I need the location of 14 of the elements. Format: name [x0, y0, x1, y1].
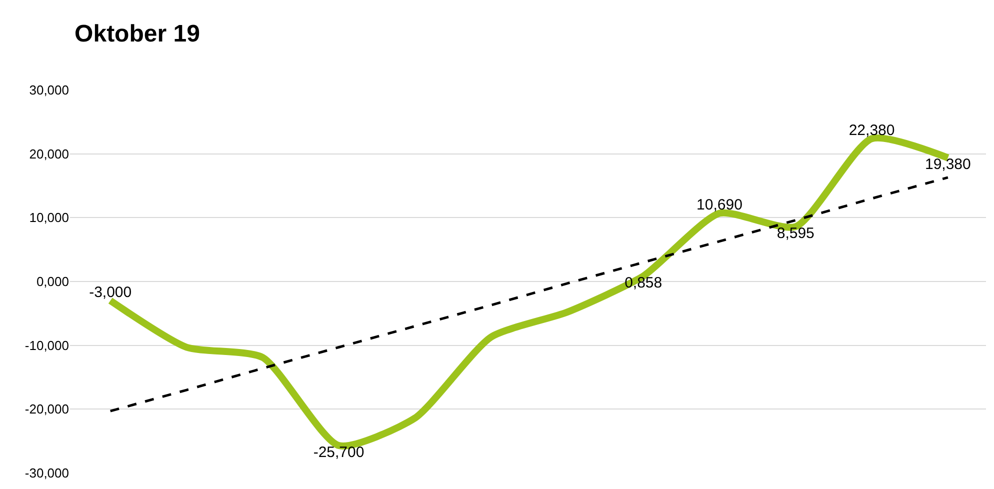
y-tick-label: -30,000	[24, 466, 69, 481]
y-tick-label: 20,000	[29, 146, 69, 162]
y-tick-label: -20,000	[24, 402, 69, 417]
data-label: 10,690	[696, 196, 742, 214]
y-tick-label: 0,000	[36, 274, 69, 290]
y-tick-label: -10,000	[24, 338, 69, 353]
data-label: -25,700	[313, 444, 364, 461]
chart-title: Oktober 19	[74, 20, 200, 48]
data-label: 19,380	[924, 156, 971, 174]
y-tick-label: 10,000	[29, 210, 69, 226]
data-label: 8,595	[776, 224, 814, 242]
data-label: -3,000	[89, 284, 132, 301]
data-label: 22,380	[848, 122, 895, 139]
y-tick-label: 30,000	[29, 82, 69, 98]
